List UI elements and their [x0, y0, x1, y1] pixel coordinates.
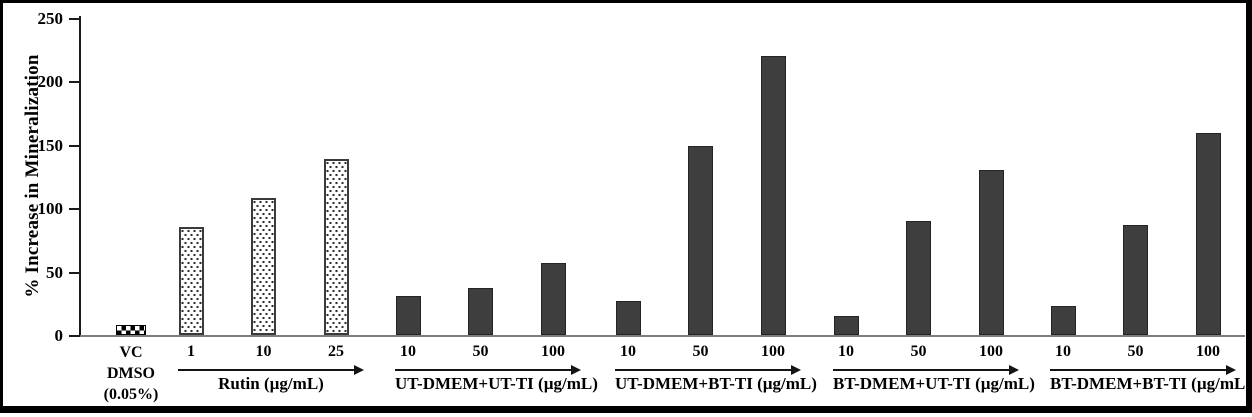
y-tick-label: 50 [46, 262, 63, 282]
x-tick-label: 10 [255, 343, 272, 360]
y-tick-mark [69, 81, 80, 84]
x-tick-label: 10 [1055, 343, 1071, 360]
bar-solid [395, 296, 421, 335]
bar-solid [1123, 225, 1148, 335]
bar-solid [978, 170, 1004, 335]
x-tick-label: 50 [472, 343, 489, 360]
bar-solid [540, 263, 566, 335]
control-label-line: VC [119, 344, 143, 361]
x-tick-label: 10 [620, 343, 636, 360]
control-label-line: DMSO [107, 365, 155, 382]
group-label: BT-DMEM+BT-TI (µg/mL) [1050, 374, 1251, 393]
y-tick-mark [69, 18, 80, 20]
bar-solid [688, 146, 713, 335]
group-arrow-head-icon [791, 365, 801, 375]
group-label: UT-DMEM+BT-TI (µg/mL) [615, 374, 817, 393]
x-tick-label: 10 [838, 343, 854, 360]
bar-checker [116, 325, 146, 335]
x-tick-label: 1 [187, 343, 195, 360]
group-arrow-line [1050, 369, 1226, 371]
y-tick-label: 0 [54, 326, 64, 345]
group-arrow-head-icon [354, 365, 364, 375]
y-tick-mark [69, 144, 80, 147]
y-tick-label: 200 [37, 72, 64, 92]
x-tick-label: 50 [910, 343, 927, 360]
bar-solid [906, 221, 931, 335]
bar-dots [178, 227, 204, 335]
x-tick-label: 100 [1196, 343, 1220, 360]
control-label-line: (0.05%) [103, 386, 159, 403]
y-tick-mark [69, 208, 80, 211]
bar-dots [323, 159, 349, 335]
group-arrow-line [833, 369, 1009, 371]
bar-solid [1050, 306, 1076, 335]
y-tick-label: 100 [37, 199, 64, 219]
group-label: UT-DMEM+UT-TI (µg/mL) [395, 374, 598, 393]
bar-solid [833, 316, 859, 335]
x-tick-label: 100 [541, 343, 565, 360]
x-tick-label: 100 [979, 343, 1003, 360]
group-label: BT-DMEM+UT-TI (µg/mL) [833, 374, 1035, 393]
group-label: Rutin (µg/mL) [218, 374, 324, 393]
bar-solid [760, 56, 786, 335]
y-tick-label: 150 [37, 135, 64, 155]
group-arrow-head-icon [1009, 365, 1019, 375]
bar-solid [615, 301, 641, 335]
group-arrow-line [178, 369, 354, 371]
y-tick-mark [69, 335, 80, 337]
x-tick-label: 10 [400, 343, 416, 360]
x-tick-label: 50 [692, 343, 709, 360]
x-tick-label: 25 [328, 343, 344, 360]
bar-solid [1195, 133, 1221, 335]
group-arrow-line [395, 369, 571, 371]
x-tick-label: 50 [1127, 343, 1144, 360]
x-axis-line [79, 335, 1245, 337]
bar-solid [468, 288, 493, 335]
bar-dots [251, 198, 276, 335]
group-arrow-head-icon [571, 365, 581, 375]
x-tick-label: 100 [761, 343, 785, 360]
y-axis-line [79, 16, 81, 337]
group-arrow-head-icon [1226, 365, 1236, 375]
group-arrow-line [615, 369, 791, 371]
y-tick-mark [69, 271, 80, 274]
y-tick-label: 250 [37, 9, 64, 28]
